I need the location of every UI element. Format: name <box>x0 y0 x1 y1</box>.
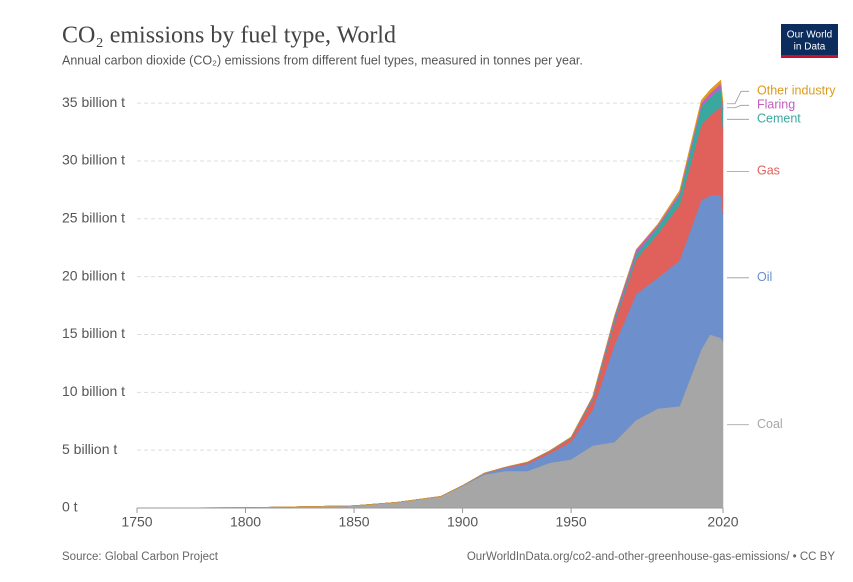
legend-label: Other industry <box>757 84 836 98</box>
source: Source: Global Carbon Project <box>62 551 219 563</box>
y-tick-label: 35 billion t <box>62 94 125 110</box>
x-tick-label: 2020 <box>707 514 738 530</box>
logo-text: Our World <box>787 30 832 41</box>
y-tick-label: 0 t <box>62 499 78 515</box>
x-tick-label: 1950 <box>555 514 586 530</box>
x-tick-label: 1750 <box>121 514 152 530</box>
y-tick-label: 10 billion t <box>62 383 125 399</box>
x-tick-label: 1900 <box>447 514 478 530</box>
logo-text: in Data <box>794 42 826 53</box>
legend-connector <box>727 90 749 105</box>
x-tick-label: 1800 <box>230 514 261 530</box>
legend-connector <box>727 104 749 109</box>
legend-label: Coal <box>757 417 783 431</box>
y-tick-label: 20 billion t <box>62 267 125 283</box>
legend-label: Cement <box>757 112 801 126</box>
legend-label: Oil <box>757 270 772 284</box>
legend-label: Flaring <box>757 98 795 112</box>
url: OurWorldInData.org/co2-and-other-greenho… <box>467 551 835 563</box>
y-tick-label: 5 billion t <box>62 441 117 457</box>
logo-bar <box>781 55 838 58</box>
chart-subtitle: Annual carbon dioxide (CO₂) emissions fr… <box>62 53 583 67</box>
y-tick-label: 15 billion t <box>62 325 125 341</box>
y-tick-label: 25 billion t <box>62 210 125 226</box>
legend-label: Gas <box>757 164 780 178</box>
x-tick-label: 1850 <box>338 514 369 530</box>
logo <box>781 24 838 58</box>
y-tick-label: 30 billion t <box>62 152 125 168</box>
chart-title: CO₂ emissions by fuel type, World <box>62 23 396 49</box>
area <box>136 79 724 509</box>
